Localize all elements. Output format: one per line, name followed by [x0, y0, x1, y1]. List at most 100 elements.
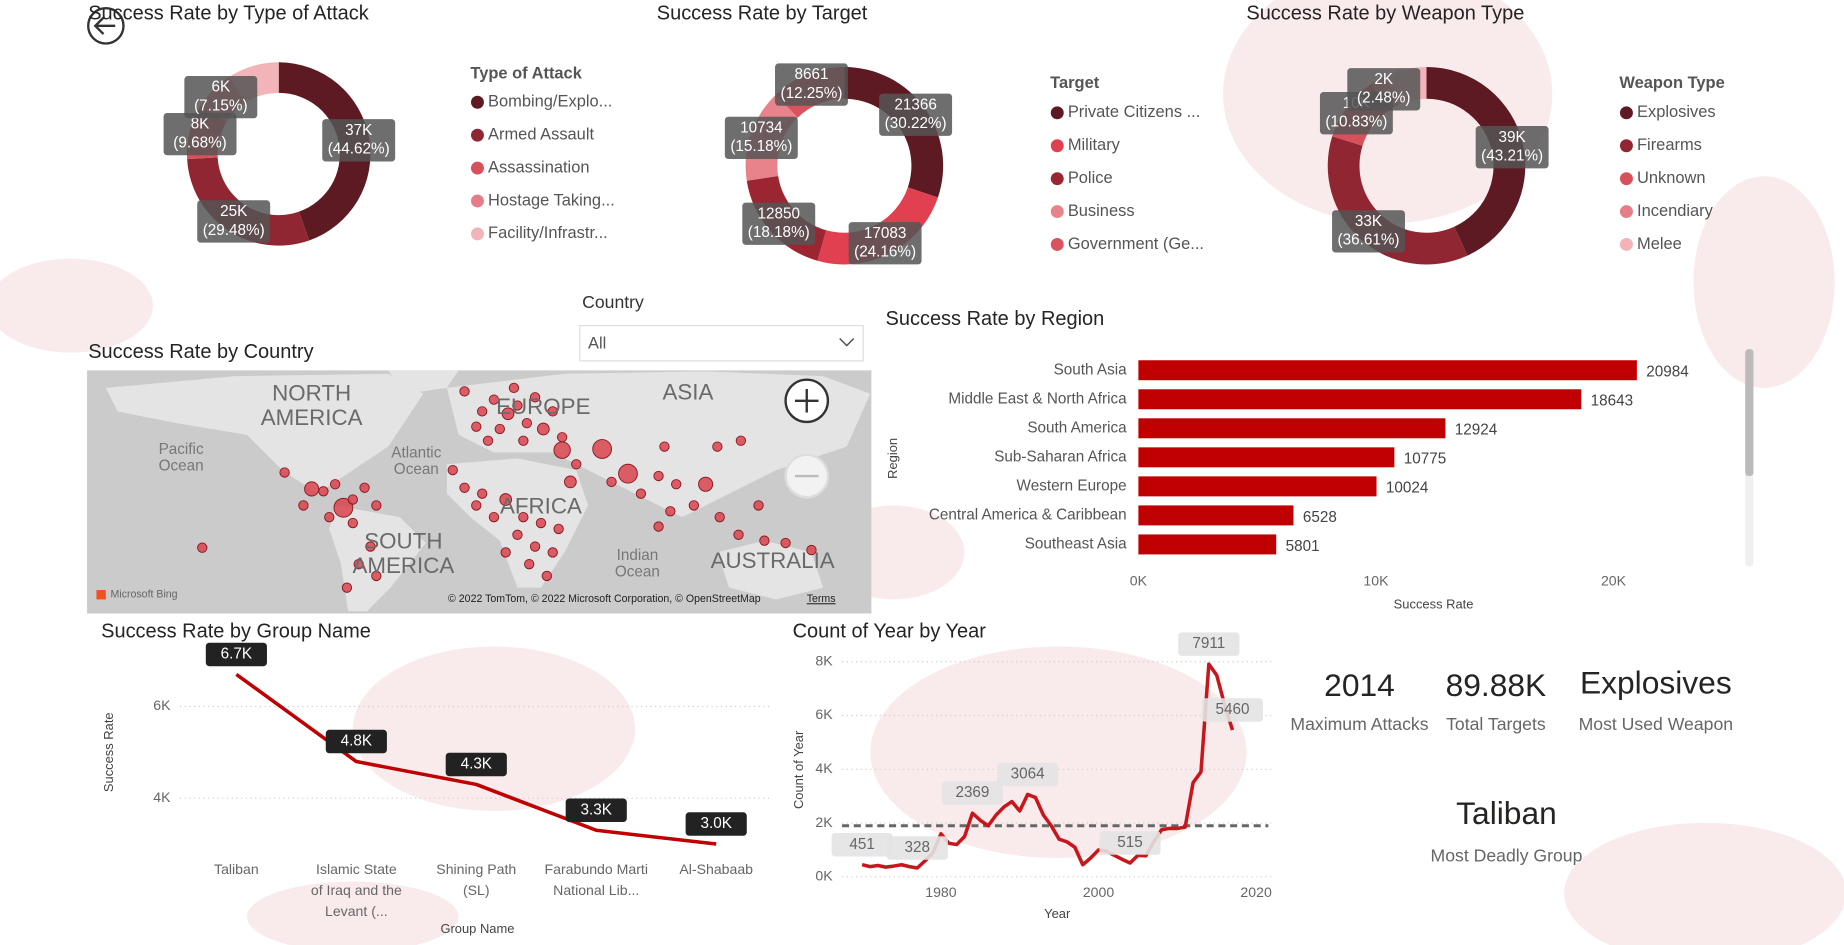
- map-bubble: [780, 537, 791, 549]
- map-bubble: [541, 570, 553, 582]
- legend-title: Target: [1050, 74, 1100, 92]
- data-label: 3.0K: [700, 815, 732, 832]
- map-zoom-out[interactable]: [784, 453, 830, 499]
- map-bubble: [518, 511, 529, 523]
- map-bubble: [536, 422, 550, 436]
- legend-label: Facility/Infrastr...: [488, 224, 608, 242]
- slicer-dropdown[interactable]: All: [579, 324, 864, 362]
- donut-slice: [1426, 66, 1526, 256]
- map-bubble: [353, 559, 364, 570]
- chart-title: Success Rate by Group Name: [101, 621, 371, 643]
- map-bubble: [521, 417, 533, 429]
- legend-label: Bombing/Explo...: [488, 93, 612, 111]
- y-axis-title: Count of Year: [791, 730, 806, 809]
- data-label-box: [742, 202, 816, 245]
- map-label: ASIA: [663, 380, 714, 405]
- map-bubble: [553, 441, 571, 459]
- map-bubble: [197, 542, 208, 553]
- bar: [1138, 418, 1446, 439]
- bar: [1138, 534, 1277, 555]
- map-bubble: [529, 541, 541, 552]
- data-label: 21366 (30.22%): [885, 96, 947, 132]
- data-label: 33K (36.61%): [1338, 213, 1400, 249]
- chart-title: Success Rate by Weapon Type: [1246, 2, 1524, 24]
- map-bubble: [529, 392, 541, 403]
- map-bubble: [500, 547, 511, 558]
- legend-label: Explosives: [1637, 103, 1716, 121]
- legend-label: Hostage Taking...: [488, 191, 615, 209]
- map-bubble: [671, 479, 682, 490]
- y-tick-label: 2K: [815, 814, 833, 830]
- bar: [1138, 505, 1294, 526]
- line: [861, 662, 1235, 870]
- map-bubble: [665, 506, 676, 517]
- y-tick-label: South Asia: [1054, 361, 1128, 378]
- y-tick-label: Southeast Asia: [1025, 535, 1127, 552]
- line: [235, 673, 717, 846]
- card-label: Most Used Weapon: [1579, 714, 1734, 734]
- back-button[interactable]: [82, 0, 212, 52]
- data-label: 8K (9.68%): [173, 116, 226, 152]
- x-tick-label: 2020: [1240, 884, 1272, 900]
- map-bubble: [365, 541, 376, 552]
- legend-marker: [1050, 238, 1064, 251]
- map-label: AFRICA: [500, 494, 582, 519]
- data-label: 17083 (24.16%): [854, 225, 916, 261]
- card-label: Maximum Attacks: [1290, 714, 1428, 734]
- map-bubble: [459, 482, 470, 493]
- data-label-box: [1201, 698, 1264, 722]
- bar: [1138, 476, 1377, 497]
- card-value: 89.88K: [1446, 667, 1547, 703]
- map-bubble: [447, 464, 458, 476]
- legend-marker: [1619, 238, 1633, 251]
- x-tick-label: 1980: [925, 884, 957, 900]
- data-label: 20984: [1646, 364, 1689, 381]
- map-bubble: [535, 517, 547, 529]
- x-tick-label: Islamic State of Iraq and the Levant (...: [311, 860, 402, 918]
- bar: [1138, 389, 1582, 410]
- map-bubble: [547, 406, 558, 417]
- legend-marker: [470, 194, 484, 208]
- legend-label: Business: [1068, 202, 1135, 220]
- ocean-label: Atlantic Ocean: [391, 445, 441, 478]
- map-bubble: [753, 500, 764, 511]
- data-label-box: [205, 642, 267, 667]
- scrollbar-thumb[interactable]: [1745, 349, 1754, 477]
- data-label-box: [997, 762, 1059, 787]
- legend-marker: [470, 227, 484, 241]
- data-label: 10024: [1386, 480, 1429, 497]
- map-bubble: [359, 482, 370, 493]
- map-bubble: [553, 523, 564, 535]
- map-title: Success Rate by Country: [88, 341, 313, 363]
- x-axis-title: Group Name: [440, 921, 514, 936]
- legend-marker: [1619, 205, 1633, 219]
- map-bubble: [501, 407, 515, 421]
- data-label-box: [565, 798, 627, 823]
- map-bubble: [471, 500, 482, 511]
- data-label: 37K (44.62%): [328, 122, 390, 158]
- y-tick-label: Sub-Saharan Africa: [994, 448, 1127, 465]
- data-label: 3064: [1011, 766, 1045, 783]
- map-zoom-in[interactable]: [784, 378, 830, 424]
- x-tick-label: Shining Path (SL): [436, 860, 516, 897]
- y-tick-label: 6K: [153, 697, 171, 713]
- map-bubble: [653, 521, 664, 532]
- legend-marker: [1619, 139, 1633, 153]
- ocean-label: Pacific Ocean: [159, 441, 204, 474]
- data-label-box: [848, 222, 922, 265]
- map-terms[interactable]: Terms: [807, 593, 836, 605]
- map-bubble: [371, 500, 382, 511]
- data-label: 5801: [1286, 538, 1320, 555]
- data-label-box: [325, 729, 387, 754]
- map-bubble: [347, 517, 358, 529]
- bar: [1138, 360, 1637, 381]
- data-label-box: [775, 63, 848, 106]
- y-axis-title: Region: [885, 438, 900, 479]
- map-logo: Microsoft Bing: [111, 589, 178, 601]
- data-label-box: [322, 119, 396, 162]
- map-bubble: [806, 544, 817, 556]
- map-bubble: [508, 382, 520, 394]
- data-label: 2K (2.48%): [1357, 71, 1410, 107]
- y-tick-label: 8K: [815, 652, 833, 668]
- map-bubble: [298, 500, 309, 511]
